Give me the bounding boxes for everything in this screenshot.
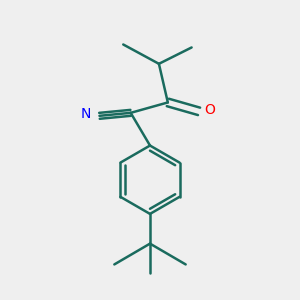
Text: O: O [204,103,215,117]
Text: N: N [81,107,91,121]
